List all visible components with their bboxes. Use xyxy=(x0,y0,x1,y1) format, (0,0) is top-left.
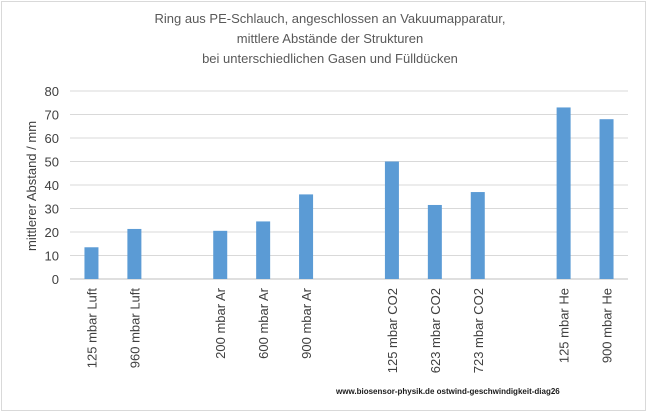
bar xyxy=(213,230,228,279)
y-tick-label: 50 xyxy=(45,155,59,170)
y-tick-label: 10 xyxy=(45,249,59,264)
y-tick-labels: 0 10 20 30 40 50 60 70 80 xyxy=(45,84,59,287)
y-tick-label: 80 xyxy=(45,84,59,99)
y-tick-label: 40 xyxy=(45,178,59,193)
chart-title-line-3: bei unterschiedlichen Gasen und Fülldück… xyxy=(202,51,458,66)
bar xyxy=(470,192,485,279)
bar xyxy=(384,161,399,279)
x-tick-label: 125 mbar He xyxy=(557,288,572,363)
x-tick-label: 125 mbar Luft xyxy=(84,288,99,369)
bar xyxy=(127,228,142,279)
x-tick-labels: 125 mbar Luft 960 mbar Luft 200 mbar Ar 600… xyxy=(84,287,614,373)
y-tick-label: 20 xyxy=(45,225,59,240)
bar xyxy=(556,107,571,279)
bar xyxy=(427,204,442,279)
x-tick-label: 900 mbar He xyxy=(600,288,615,363)
chart-title: Ring aus PE-Schlauch, angeschlossen an V… xyxy=(155,11,506,66)
y-tick-label: 60 xyxy=(45,131,59,146)
x-tick-label: 623 mbar CO2 xyxy=(428,288,443,373)
chart-title-line-2: mittlere Abstände der Strukturen xyxy=(237,31,423,46)
chart-title-line-1: Ring aus PE-Schlauch, angeschlossen an V… xyxy=(155,11,506,26)
source-footer: www.biosensor-physik.de ostwind-geschwin… xyxy=(335,387,560,396)
y-axis-label: mittlerer Abstand / mm xyxy=(24,121,39,251)
bar xyxy=(84,247,99,279)
bar xyxy=(599,119,614,279)
x-tick-label: 723 mbar CO2 xyxy=(471,288,486,373)
x-tick-label: 900 mbar Ar xyxy=(299,287,314,358)
y-tick-label: 0 xyxy=(52,272,59,287)
gridlines xyxy=(70,90,628,280)
bar xyxy=(256,221,271,279)
x-tick-label: 600 mbar Ar xyxy=(256,287,271,358)
y-tick-label: 70 xyxy=(45,108,59,123)
x-tick-label: 200 mbar Ar xyxy=(213,287,228,358)
x-tick-label: 960 mbar Luft xyxy=(127,288,142,369)
bars xyxy=(84,107,614,279)
bar xyxy=(299,194,314,279)
y-tick-label: 30 xyxy=(45,202,59,217)
x-tick-label: 125 mbar CO2 xyxy=(385,288,400,373)
